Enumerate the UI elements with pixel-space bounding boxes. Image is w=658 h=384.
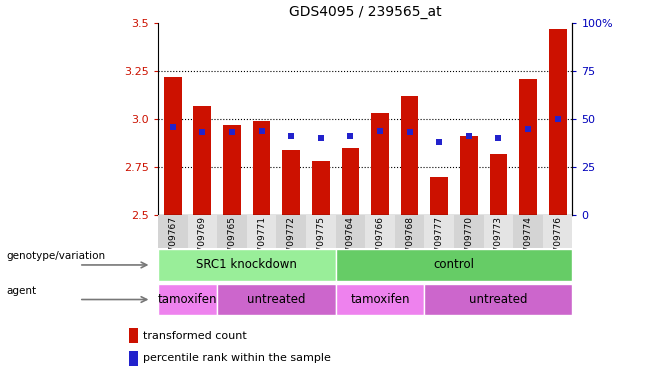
Text: GSM709768: GSM709768	[405, 216, 414, 271]
Bar	[193, 106, 211, 215]
Bar	[424, 215, 454, 248]
Text: GSM709774: GSM709774	[524, 216, 532, 271]
Text: GSM709771: GSM709771	[257, 216, 266, 271]
Text: untreated: untreated	[247, 293, 305, 306]
Text: tamoxifen: tamoxifen	[350, 293, 410, 306]
Bar	[513, 215, 543, 248]
Bar	[130, 351, 138, 366]
Bar	[543, 215, 572, 248]
Bar	[164, 77, 182, 215]
Bar	[223, 125, 241, 215]
Bar	[312, 161, 330, 215]
Text: GSM709775: GSM709775	[316, 216, 325, 271]
Bar	[460, 136, 478, 215]
Text: GSM709764: GSM709764	[346, 216, 355, 271]
Text: untreated: untreated	[469, 293, 528, 306]
Bar	[130, 328, 138, 343]
Bar	[490, 154, 507, 215]
Text: GSM709773: GSM709773	[494, 216, 503, 271]
Text: GSM709766: GSM709766	[376, 216, 384, 271]
Bar	[519, 79, 537, 215]
Text: tamoxifen: tamoxifen	[158, 293, 217, 306]
Bar	[336, 250, 572, 280]
Text: GSM709769: GSM709769	[198, 216, 207, 271]
Bar	[188, 215, 217, 248]
Text: percentile rank within the sample: percentile rank within the sample	[143, 353, 331, 363]
Text: GSM709765: GSM709765	[228, 216, 236, 271]
Bar	[424, 284, 572, 315]
Text: genotype/variation: genotype/variation	[7, 251, 106, 261]
Bar	[549, 29, 567, 215]
Bar	[395, 215, 424, 248]
Bar	[336, 284, 424, 315]
Bar	[247, 215, 276, 248]
Bar	[217, 284, 336, 315]
Bar	[282, 150, 300, 215]
Bar	[306, 215, 336, 248]
Bar	[158, 284, 217, 315]
Title: GDS4095 / 239565_at: GDS4095 / 239565_at	[289, 5, 442, 19]
Bar	[336, 215, 365, 248]
Text: control: control	[434, 258, 474, 271]
Text: GSM709772: GSM709772	[287, 216, 295, 271]
Bar	[401, 96, 418, 215]
Bar	[253, 121, 270, 215]
Bar	[217, 215, 247, 248]
Bar	[158, 215, 188, 248]
Bar	[454, 215, 484, 248]
Bar	[158, 250, 336, 280]
Bar	[371, 113, 389, 215]
Bar	[276, 215, 306, 248]
Text: GSM709767: GSM709767	[168, 216, 177, 271]
Bar	[365, 215, 395, 248]
Bar	[484, 215, 513, 248]
Text: GSM709777: GSM709777	[435, 216, 443, 271]
Text: SRC1 knockdown: SRC1 knockdown	[196, 258, 297, 271]
Bar	[430, 177, 448, 215]
Text: GSM709776: GSM709776	[553, 216, 562, 271]
Text: agent: agent	[7, 286, 37, 296]
Text: GSM709770: GSM709770	[465, 216, 473, 271]
Text: transformed count: transformed count	[143, 331, 247, 341]
Bar	[342, 148, 359, 215]
